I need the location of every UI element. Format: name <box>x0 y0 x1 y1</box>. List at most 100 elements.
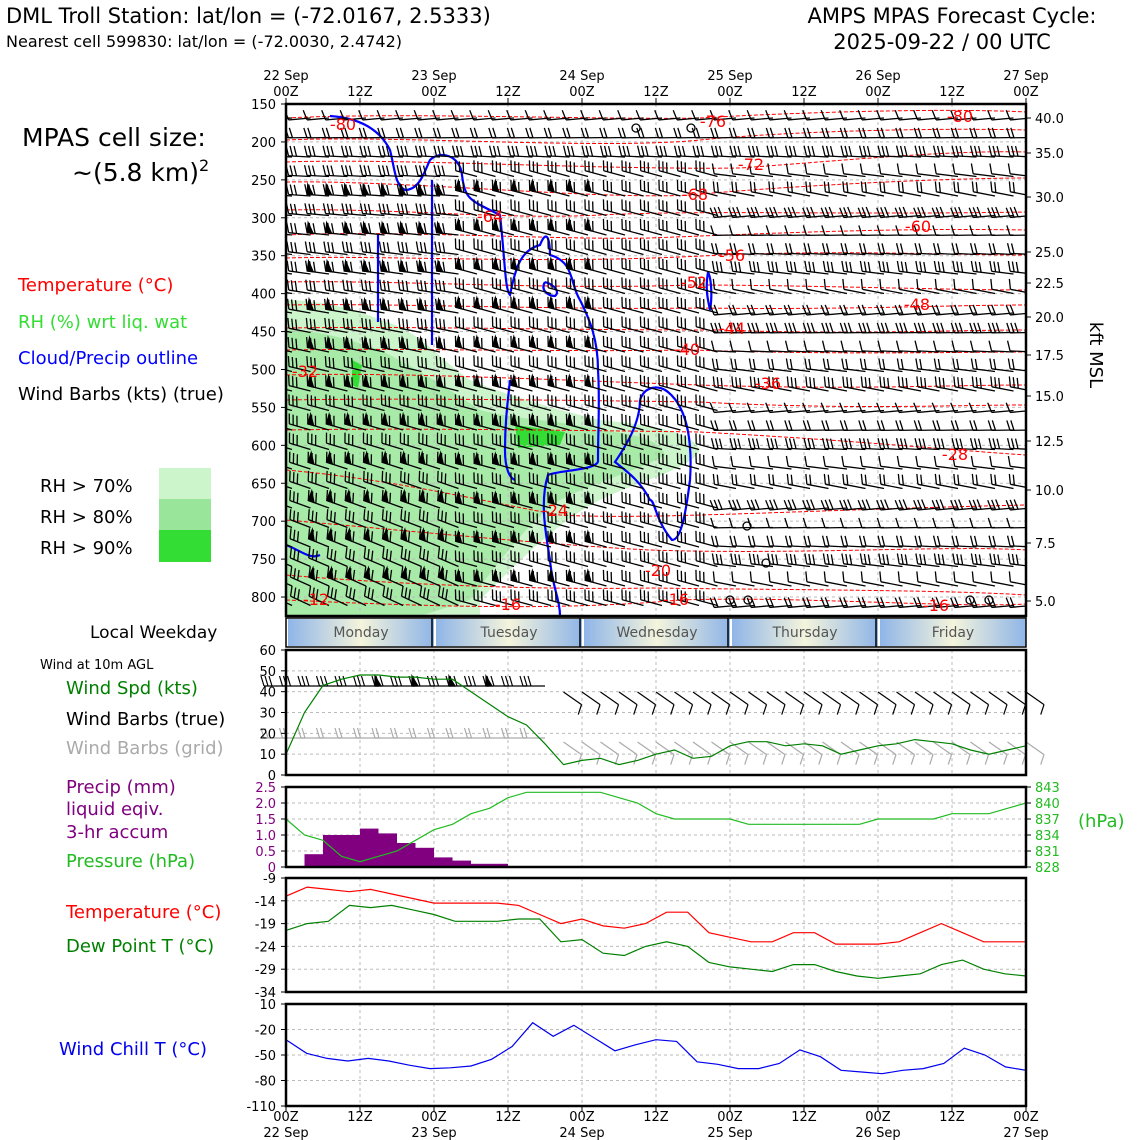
wind-barb-feather <box>519 675 524 687</box>
wind-barb-staff <box>286 408 293 412</box>
wind-barb-staff <box>825 483 848 490</box>
wind-barb-feather <box>880 304 886 315</box>
wind-barb-feather <box>866 145 871 157</box>
wind-barb-feather <box>356 727 362 739</box>
wind-barb-feather <box>422 145 427 157</box>
wind-barb-flag <box>362 296 370 312</box>
wind-barb-feather <box>1010 322 1015 334</box>
wind-barb-feather <box>899 145 904 157</box>
wind-barb-feather <box>843 420 849 431</box>
wind-spd-label: Wind Spd (kts) <box>66 678 198 699</box>
wind-barb-staff <box>936 465 959 470</box>
wind-barb-staff <box>659 287 681 295</box>
wind-barb-feather <box>921 322 927 333</box>
wind-barb-feather <box>443 357 446 369</box>
wind-barb-flag <box>510 256 518 271</box>
wind-barb-flag <box>361 182 370 196</box>
wind-barb-feather <box>330 165 335 176</box>
wind-barb-feather <box>401 241 405 253</box>
wind-barb-feather <box>733 243 738 254</box>
wind-barb-feather <box>276 185 278 195</box>
wind-barb-feather <box>989 553 993 564</box>
wind-barb-feather <box>933 553 937 564</box>
wind-barb-feather <box>828 499 834 510</box>
wind-barb-feather <box>713 304 719 315</box>
wind-barb-feather <box>734 553 738 565</box>
wind-barb-feather <box>882 358 886 370</box>
wind-barb-feather <box>415 241 419 252</box>
wind-barb-feather <box>995 322 1001 333</box>
wind-barb-feather <box>348 549 352 560</box>
wind-barb-feather <box>804 358 808 369</box>
wind-barb-feather <box>937 553 941 565</box>
wind-barb-feather <box>786 473 790 485</box>
wind-barb-feather <box>917 597 923 608</box>
wind-barb-flag <box>398 258 407 273</box>
wind-barb-feather <box>910 704 916 715</box>
wind-barb-feather <box>451 145 456 157</box>
wind-barb-feather <box>988 340 993 352</box>
wind-barb-feather <box>881 145 886 157</box>
wind-barb-flag <box>510 295 518 310</box>
wind-barb-flag <box>419 565 427 581</box>
wind-barb-staff <box>732 173 755 178</box>
wind-barb-feather <box>402 318 405 330</box>
wind-barb-feather <box>953 473 956 485</box>
wind-barb-flag <box>343 296 352 312</box>
wind-barb-feather <box>352 531 355 542</box>
wind-barb-feather <box>992 535 997 547</box>
wind-barb-feather <box>841 163 845 174</box>
wind-barb-staff <box>286 369 293 373</box>
wind-barb-feather <box>933 455 937 467</box>
wind-barb-flag <box>584 334 592 349</box>
wind-barb-feather <box>408 589 411 600</box>
wind-barb-feather <box>744 704 749 715</box>
wind-barb-feather <box>435 317 438 329</box>
wind-barb-feather <box>784 127 789 139</box>
wind-barb-staff <box>936 386 959 392</box>
wind-barb-feather <box>895 243 900 254</box>
wind-barb-feather <box>859 260 863 272</box>
wind-barb-feather <box>414 145 419 157</box>
wind-barb-feather <box>789 261 793 272</box>
wind-barb-feather <box>691 127 697 139</box>
wind-barb-feather <box>695 127 701 139</box>
wind-barb-feather <box>369 357 372 369</box>
wind-barb-feather <box>1009 597 1015 608</box>
wind-barb-feather <box>681 145 686 157</box>
wind-barb-feather <box>955 145 960 157</box>
temp-contour-label: -52 <box>681 273 707 292</box>
wind-barb-staff <box>286 505 293 509</box>
wind-barb-staff <box>751 173 774 178</box>
wind-barb-feather <box>970 553 974 564</box>
wind-barb-staff <box>640 209 663 217</box>
wind-barb-flag <box>547 334 555 349</box>
wind-barb-feather <box>504 727 510 739</box>
wind-barb-staff <box>566 521 589 529</box>
wind-barb-feather <box>747 225 752 236</box>
precip-bar <box>489 863 508 867</box>
wind-barb-feather <box>381 165 386 176</box>
wind-barb-feather <box>808 261 812 272</box>
wind-barb-feather <box>864 474 867 486</box>
panel-tick-label: 10 <box>259 998 276 1013</box>
wind-barb-feather <box>952 553 956 564</box>
wind-barb-staff <box>622 540 644 548</box>
wind-barb-feather <box>404 165 409 176</box>
wind-barb-feather <box>818 754 823 765</box>
wind-barb-flag <box>454 490 463 505</box>
wind-barb-feather <box>810 499 816 510</box>
wind-barb-feather <box>931 402 937 413</box>
wind-barb-feather <box>506 127 512 139</box>
wind-barb-staff <box>788 288 811 295</box>
wind-barb-feather <box>359 165 364 176</box>
pressure-axis: 1502002503003504004505005506006507007508… <box>251 98 286 606</box>
wind-barb-feather <box>915 553 919 564</box>
wind-barb-feather <box>951 535 956 547</box>
wind-barb-feather <box>423 184 427 196</box>
wind-barb-feather <box>377 165 382 176</box>
wind-barb-feather <box>972 207 978 218</box>
pressure-line <box>285 791 1027 863</box>
wind-barb-feather <box>877 438 882 449</box>
